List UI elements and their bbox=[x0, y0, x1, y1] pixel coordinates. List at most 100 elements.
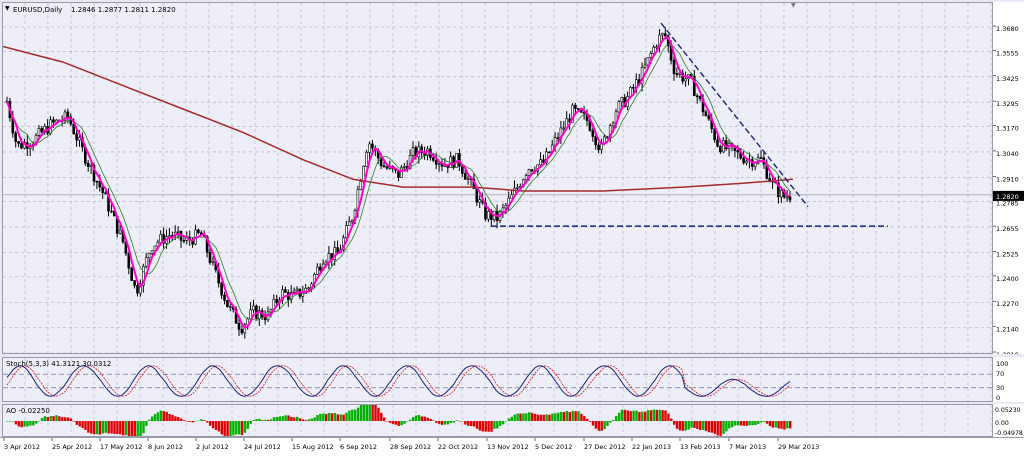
candle-body bbox=[643, 64, 647, 68]
ao-bar bbox=[206, 421, 209, 423]
candle-body bbox=[63, 111, 67, 122]
candle-body bbox=[513, 187, 516, 195]
candle-body bbox=[347, 221, 351, 227]
ao-bar bbox=[690, 421, 693, 428]
ao-bar bbox=[525, 413, 528, 421]
ao-bar bbox=[600, 421, 603, 431]
candle-body bbox=[37, 128, 41, 136]
ao-bar bbox=[40, 417, 44, 421]
ao-bar bbox=[432, 420, 435, 421]
candle-body bbox=[501, 207, 505, 212]
stochastic-pane[interactable]: Stoch(5,3,3) 41.3121 30.0312 bbox=[2, 357, 993, 402]
candle-body bbox=[234, 308, 238, 324]
ao-bar bbox=[17, 421, 20, 427]
candle-body bbox=[574, 104, 577, 109]
ao-bar bbox=[664, 410, 667, 421]
candle-body bbox=[223, 294, 226, 301]
candle-body bbox=[292, 290, 296, 293]
candle-body bbox=[597, 144, 600, 151]
candle-body bbox=[359, 181, 363, 191]
candle-body bbox=[632, 86, 635, 89]
ao-bar bbox=[414, 415, 418, 421]
candle-body bbox=[753, 162, 757, 167]
time-tick-label: 15 Aug 2012 bbox=[292, 443, 334, 451]
candle-body bbox=[136, 285, 139, 294]
ao-bar bbox=[66, 417, 70, 421]
candle-body bbox=[594, 136, 598, 146]
candle-body bbox=[54, 119, 58, 123]
ao-bar bbox=[559, 411, 563, 421]
ao-bar bbox=[209, 421, 212, 426]
candle-body bbox=[516, 186, 519, 189]
ao-bar bbox=[220, 421, 223, 435]
chart-shift-icon[interactable]: ▼ bbox=[791, 2, 796, 9]
resistance-trendline bbox=[660, 22, 809, 208]
ao-bar bbox=[287, 415, 290, 421]
candle-body bbox=[168, 235, 171, 237]
stochastic-canvas[interactable] bbox=[3, 358, 992, 401]
ao-bar bbox=[765, 421, 769, 424]
price-scale[interactable]: 1.3680 1.3555 1.3425 1.3295 1.3170 1.3040 1.29… bbox=[993, 2, 1024, 359]
ao-bar bbox=[258, 418, 261, 421]
awesome-oscillator-canvas[interactable] bbox=[3, 397, 992, 441]
price-tick-label: 1.2140 bbox=[996, 326, 1019, 334]
ao-bar bbox=[554, 413, 557, 421]
price-chart-canvas[interactable] bbox=[2, 3, 992, 354]
price-chart-pane[interactable]: ▼ EURUSD,Daily 1.2846 1.2877 1.2811 1.28… bbox=[2, 2, 993, 354]
candle-body bbox=[460, 165, 464, 174]
ao-bar bbox=[745, 421, 748, 426]
ao-bar bbox=[403, 421, 406, 424]
ao-bar bbox=[293, 417, 296, 421]
ao-bar bbox=[615, 415, 618, 421]
ao-level-label: 0.05230 bbox=[995, 407, 1021, 414]
ao-bar bbox=[539, 414, 542, 421]
ao-bar bbox=[658, 409, 661, 421]
candle-body bbox=[237, 323, 241, 330]
stochastic-scale: 100 70 30 0 bbox=[993, 357, 1024, 402]
candle-body bbox=[211, 260, 215, 263]
time-tick-label: 24 Jul 2012 bbox=[244, 443, 281, 451]
ao-bar bbox=[533, 413, 537, 421]
candle-body bbox=[684, 78, 687, 82]
ao-bar bbox=[339, 414, 342, 421]
ao-bar bbox=[649, 410, 653, 421]
ao-bar bbox=[362, 401, 366, 421]
ao-bar bbox=[319, 413, 322, 421]
candle-body bbox=[527, 169, 531, 176]
ao-bar bbox=[165, 411, 168, 421]
ao-bar bbox=[461, 421, 464, 422]
ao-bar bbox=[168, 413, 171, 421]
ao-bar bbox=[159, 410, 163, 421]
ao-bar bbox=[687, 421, 690, 430]
time-axis[interactable]: 3 Apr 2012 25 Apr 2012 17 May 2012 8 Jun 20… bbox=[0, 437, 1024, 453]
ao-bar bbox=[383, 417, 386, 421]
candle-body bbox=[571, 104, 574, 123]
ao-bar bbox=[177, 417, 180, 421]
ao-bar bbox=[530, 412, 534, 421]
ao-bar bbox=[493, 421, 496, 429]
ao-bar bbox=[400, 421, 403, 426]
candle-body bbox=[284, 289, 287, 293]
ao-bar bbox=[145, 421, 148, 426]
ao-bar bbox=[510, 416, 513, 421]
candle-body bbox=[176, 230, 180, 233]
ao-bar bbox=[313, 417, 316, 421]
ao-bar bbox=[90, 421, 93, 434]
ao-bar bbox=[438, 421, 441, 424]
ao-bar bbox=[180, 418, 183, 421]
ao-bar bbox=[301, 419, 305, 421]
ao-bar bbox=[577, 411, 580, 421]
ao-bar bbox=[762, 421, 766, 422]
candle-body bbox=[86, 162, 90, 167]
candle-body bbox=[510, 194, 513, 199]
candle-body bbox=[692, 75, 696, 97]
ao-bar bbox=[255, 419, 258, 421]
ao-bar bbox=[606, 421, 609, 426]
awesome-oscillator-pane[interactable]: AO -0.02250 bbox=[2, 397, 993, 441]
ao-bar bbox=[742, 421, 745, 426]
ao-bar bbox=[142, 421, 145, 434]
ao-bar bbox=[354, 409, 357, 421]
candle-body bbox=[620, 97, 624, 103]
price-tick-label: 1.3425 bbox=[996, 75, 1019, 83]
triangle-down-icon[interactable]: ▼ bbox=[5, 5, 10, 12]
